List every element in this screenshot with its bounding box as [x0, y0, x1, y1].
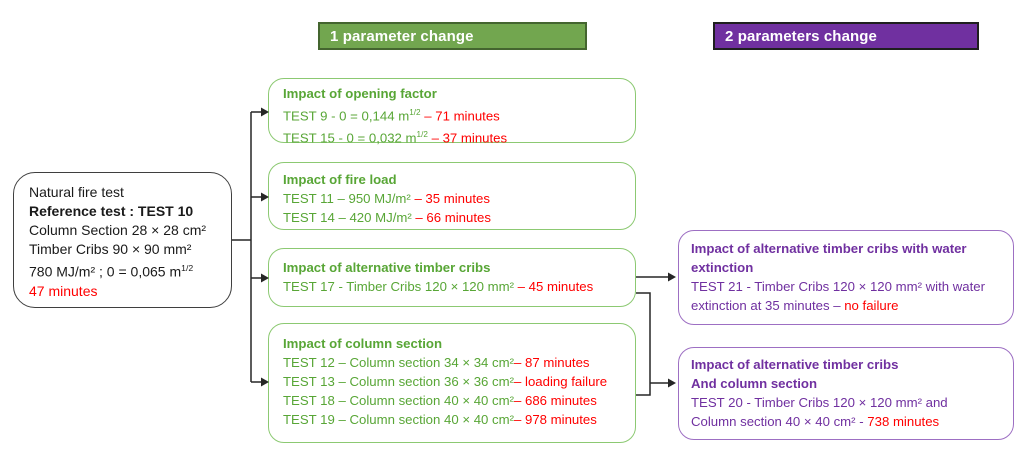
text-line: Column section 40 × 40 cm² - 738 minutes [691, 412, 1005, 431]
text-span: Impact of alternative timber cribs [283, 260, 491, 275]
arrowhead-combined [668, 378, 676, 388]
text-span: – 978 minutes [514, 412, 597, 427]
text-span: TEST 13 – Column section 36 × 36 cm² [283, 374, 515, 389]
text-line: Impact of opening factor [283, 84, 627, 103]
text-span: TEST 21 - Timber Cribs 120 × 120 mm² wit… [691, 279, 986, 294]
box-impact-of-fire-load: Impact of fire load TEST 11 – 950 MJ/m² –… [268, 162, 636, 230]
text-line: 47 minutes [29, 282, 223, 301]
box-timber-cribs-water-extinction: Impact of alternative timber cribs with … [678, 230, 1014, 325]
text-line: TEST 20 - Timber Cribs 120 × 120 mm² and [691, 393, 1005, 412]
text-line: TEST 13 – Column section 36 × 36 cm²– lo… [283, 372, 627, 391]
text-span: TEST 9 - 0 = 0,144 m [283, 108, 410, 124]
text-line: Column Section 28 × 28 cm² [29, 221, 223, 240]
text-span: 47 minutes [29, 282, 98, 299]
text-line: TEST 9 - 0 = 0,144 m1/2 – 71 minutes [283, 103, 627, 125]
text-span: Impact of column section [283, 336, 443, 351]
text-line: And column section [691, 374, 1005, 393]
text-span: Natural fire test [29, 184, 124, 200]
text-span: 1/2 [416, 130, 428, 140]
text-span: 738 minutes [867, 414, 940, 429]
text-line: extinction at 35 minutes – no failure [691, 296, 1005, 315]
text-line: Natural fire test [29, 183, 223, 202]
box-impact-of-opening-factor: Impact of opening factor TEST 9 - 0 = 0,1… [268, 78, 636, 146]
text-span: – 71 minutes [420, 108, 500, 124]
connector-cribs-to-combined [636, 292, 651, 396]
text-line: Impact of alternative timber cribs [283, 258, 627, 277]
text-line: Impact of column section [283, 334, 627, 353]
text-span: – 35 minutes [414, 191, 490, 206]
text-line: TEST 14 – 420 MJ/m² – 66 minutes [283, 208, 627, 227]
text-line: TEST 18 – Column section 40 × 40 cm²– 68… [283, 391, 627, 410]
text-line: Reference test : TEST 10 [29, 202, 223, 221]
text-span: Column section 40 × 40 cm² - [691, 414, 868, 429]
text-span: Impact of alternative timber cribs [691, 357, 899, 372]
text-span: 1/2 [409, 108, 421, 117]
text-span: Impact of fire load [283, 172, 397, 187]
reference-test-box: Natural fire test Reference test : TEST 1… [13, 172, 232, 308]
text-span: Timber Cribs 90 × 90 mm² [29, 241, 192, 257]
text-line: TEST 21 - Timber Cribs 120 × 120 mm² wit… [691, 277, 1005, 296]
text-span: And column section [691, 376, 818, 391]
text-line: TEST 19 – Column section 40 × 40 cm²– 97… [283, 410, 627, 429]
text-span: extinction at 35 minutes – [691, 298, 845, 313]
text-line: TEST 17 - Timber Cribs 120 × 120 mm² – 4… [283, 277, 627, 296]
arrowhead-water-extinction [668, 272, 676, 282]
box-timber-cribs-and-column-section: Impact of alternative timber cribs And co… [678, 347, 1014, 440]
text-span: Reference test : TEST 10 [29, 203, 194, 219]
text-span: TEST 11 – 950 MJ/m² [283, 191, 415, 206]
text-line: TEST 15 - 0 = 0,032 m1/2 – 37 minutes [283, 125, 627, 147]
text-span: TEST 20 - Timber Cribs 120 × 120 mm² and [691, 395, 948, 410]
text-span: TEST 12 – Column section 34 × 34 cm² [283, 355, 515, 370]
text-line: TEST 12 – Column section 34 × 34 cm²– 87… [283, 353, 627, 372]
text-span: TEST 15 - 0 = 0,032 m [283, 130, 417, 146]
box-impact-of-alternative-timber-cribs: Impact of alternative timber cribs TEST 1… [268, 248, 636, 307]
text-line: Impact of fire load [283, 170, 627, 189]
text-span: – 87 minutes [514, 355, 590, 370]
text-span: TEST 14 – 420 MJ/m² [283, 210, 416, 225]
text-line: extinction [691, 258, 1005, 277]
text-span: Column Section 28 × 28 cm² [29, 222, 207, 238]
text-span: Impact of alternative timber cribs with … [691, 241, 967, 256]
text-span: TEST 18 – Column section 40 × 40 cm² [283, 393, 515, 408]
text-span: Impact of opening factor [283, 86, 437, 101]
text-span: – loading failure [514, 374, 608, 389]
header-2-parameters-change: 2 parameters change [713, 22, 979, 50]
text-span: – 45 minutes [517, 279, 594, 294]
text-span: 1/2 [181, 263, 194, 273]
text-line: 780 MJ/m² ; 0 = 0,065 m1/2 [29, 259, 223, 282]
header-1-parameter-change: 1 parameter change [318, 22, 587, 50]
header-1-parameter-change-label: 1 parameter change [330, 27, 474, 45]
text-span: – 37 minutes [427, 130, 508, 146]
text-span: TEST 17 - Timber Cribs 120 × 120 mm² [283, 279, 518, 294]
text-line: Timber Cribs 90 × 90 mm² [29, 240, 223, 259]
text-line: Impact of alternative timber cribs with … [691, 239, 1005, 258]
header-2-parameters-change-label: 2 parameters change [725, 27, 877, 45]
text-span: – 686 minutes [514, 393, 597, 408]
box-impact-of-column-section: Impact of column section TEST 12 – Column… [268, 323, 636, 443]
text-line: TEST 11 – 950 MJ/m² – 35 minutes [283, 189, 627, 208]
text-span: – 66 minutes [415, 210, 491, 225]
text-span: TEST 19 – Column section 40 × 40 cm² [283, 412, 515, 427]
text-span: 780 MJ/m² ; 0 = 0,065 m [29, 263, 182, 280]
text-span: no failure [844, 298, 899, 313]
text-span: extinction [691, 260, 754, 275]
text-line: Impact of alternative timber cribs [691, 355, 1005, 374]
